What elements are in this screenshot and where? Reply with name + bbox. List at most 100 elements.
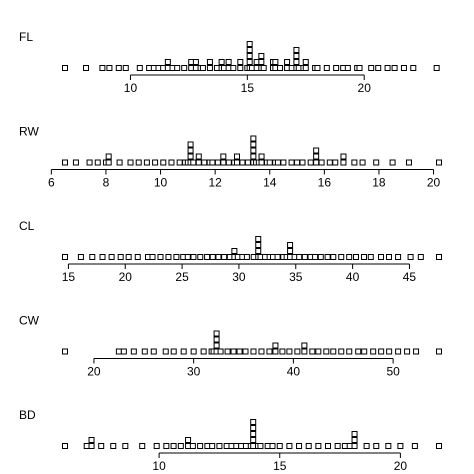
- dot: [264, 443, 271, 449]
- dot: [177, 443, 184, 449]
- dot: [404, 348, 411, 355]
- dot: [315, 348, 322, 355]
- dot: [134, 254, 141, 260]
- dot: [411, 443, 418, 449]
- dot: [152, 159, 159, 166]
- dot: [242, 443, 249, 449]
- dot: [258, 59, 265, 65]
- dot: [115, 65, 122, 71]
- dot: [286, 443, 293, 449]
- dot: [190, 254, 197, 260]
- x-tick-label: 15: [273, 459, 287, 473]
- dot: [407, 254, 414, 260]
- dot: [386, 348, 393, 355]
- dot: [117, 254, 124, 260]
- dot: [363, 443, 370, 449]
- dot: [287, 242, 294, 248]
- dot: [302, 65, 309, 71]
- dot: [330, 254, 337, 260]
- dot: [170, 348, 177, 355]
- dot: [77, 254, 84, 260]
- dot: [187, 147, 194, 154]
- dot: [417, 254, 424, 260]
- dot: [233, 153, 240, 160]
- dot: [184, 254, 191, 260]
- dot: [346, 443, 353, 449]
- dot: [62, 254, 68, 260]
- dot: [122, 65, 129, 71]
- x-tick-label: 10: [154, 176, 168, 190]
- dot: [373, 159, 380, 166]
- dot: [323, 348, 330, 355]
- dot: [287, 248, 294, 254]
- dot: [108, 254, 115, 260]
- dot: [230, 348, 237, 355]
- dot: [139, 443, 146, 449]
- dot: [242, 348, 249, 355]
- dot: [368, 65, 375, 71]
- x-tick-label: 20: [394, 459, 408, 473]
- dot: [340, 159, 347, 166]
- dot: [338, 254, 345, 260]
- dot: [135, 159, 142, 166]
- dot: [94, 159, 101, 166]
- x-tick-label: 40: [287, 365, 301, 379]
- dot: [221, 254, 228, 260]
- dot: [122, 443, 129, 449]
- dot: [106, 65, 113, 71]
- dot: [315, 443, 322, 449]
- dot: [274, 254, 281, 260]
- dot: [181, 65, 188, 71]
- x-tick-label: 20: [87, 365, 101, 379]
- dot: [436, 443, 442, 449]
- dot: [302, 59, 309, 65]
- dot: [174, 65, 181, 71]
- dot: [115, 348, 122, 355]
- x-tick-label: 14: [263, 176, 277, 190]
- dot: [250, 431, 257, 437]
- dot: [384, 65, 391, 71]
- dot: [274, 159, 281, 166]
- x-tick-label: 20: [119, 270, 133, 284]
- dot: [258, 159, 265, 166]
- x-tick-label: 40: [346, 270, 360, 284]
- dot: [353, 254, 360, 260]
- dot: [255, 236, 262, 242]
- dot: [360, 254, 367, 260]
- dot: [213, 336, 220, 343]
- dot: [164, 59, 171, 65]
- dot: [157, 254, 164, 260]
- dot: [163, 443, 170, 449]
- panel-label: CW: [19, 314, 40, 328]
- dot: [214, 159, 221, 166]
- x-tick-label: 30: [187, 365, 201, 379]
- dot: [153, 443, 160, 449]
- dot: [400, 65, 407, 71]
- dot: [204, 254, 211, 260]
- dot: [258, 348, 265, 355]
- dot: [149, 254, 156, 260]
- dot: [250, 437, 257, 443]
- x-tick-label: 50: [386, 365, 400, 379]
- dot: [89, 254, 96, 260]
- dot: [378, 348, 385, 355]
- dot: [206, 65, 213, 71]
- x-tick-label: 12: [208, 176, 222, 190]
- dot: [130, 348, 137, 355]
- x-tick-label: 15: [62, 270, 76, 284]
- panel-label: CL: [19, 219, 35, 233]
- dot: [160, 159, 167, 166]
- dot: [88, 437, 95, 443]
- dot: [168, 159, 175, 166]
- dot: [98, 443, 105, 449]
- dot: [272, 342, 279, 349]
- dot: [216, 443, 223, 449]
- dot: [361, 348, 368, 355]
- dot: [220, 159, 227, 166]
- dot: [317, 254, 324, 260]
- dot: [351, 443, 358, 449]
- dot: [373, 443, 380, 449]
- dot: [436, 254, 442, 260]
- dot: [309, 348, 316, 355]
